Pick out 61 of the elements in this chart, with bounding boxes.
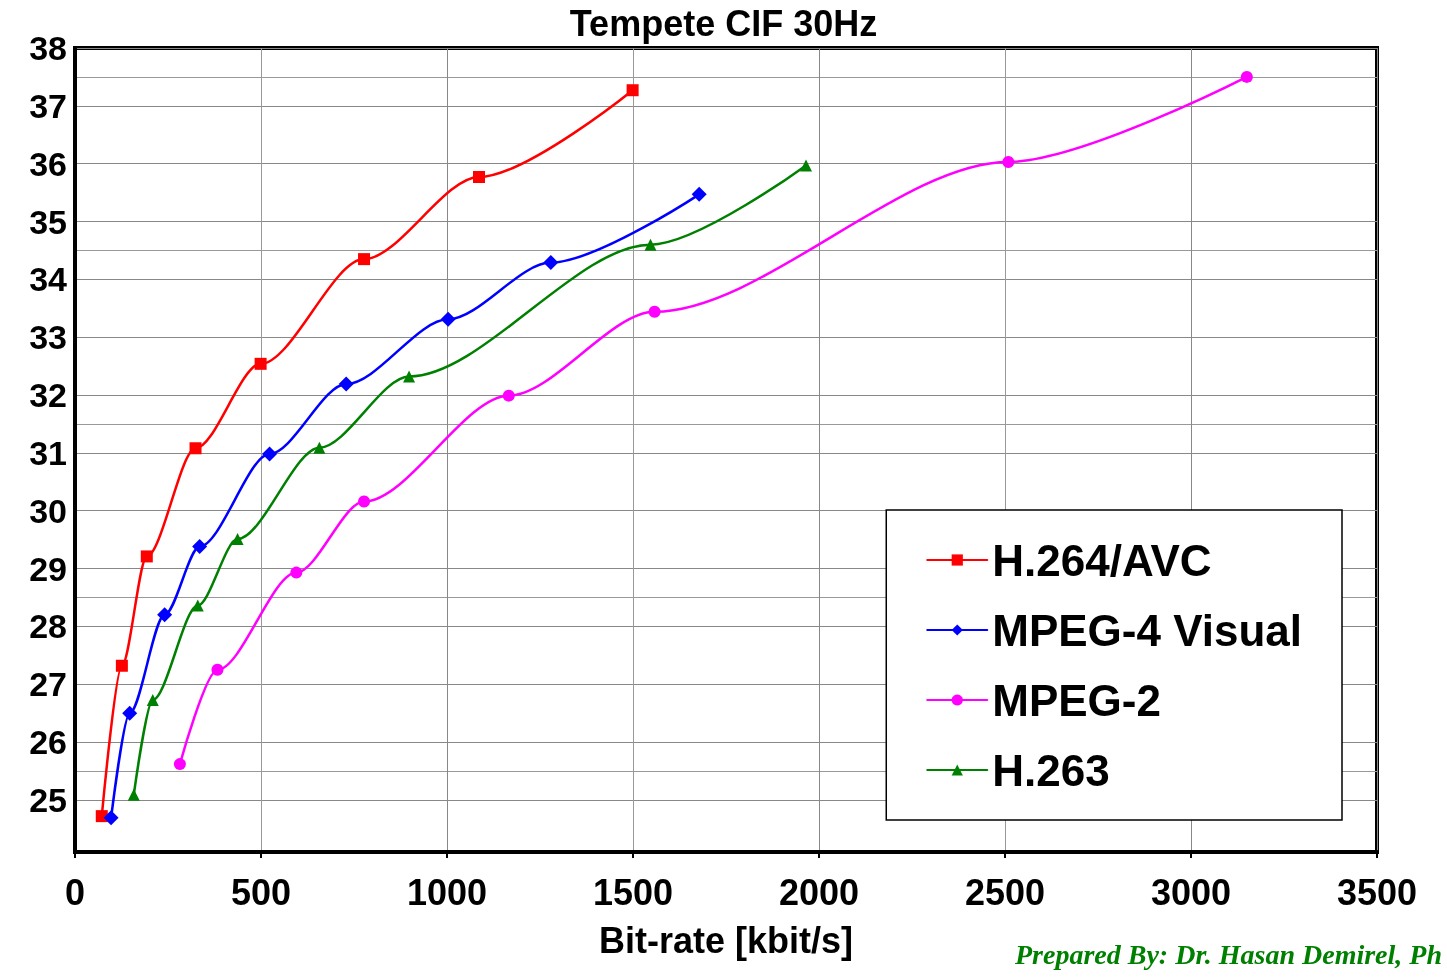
point (140, 550, 153, 563)
y-tick-label: 37 (29, 86, 67, 125)
point (403, 370, 416, 383)
point (440, 311, 456, 327)
x-tick-label: 1000 (406, 871, 488, 913)
point (644, 238, 657, 251)
point (122, 705, 138, 721)
point (626, 84, 639, 97)
point (1002, 155, 1015, 168)
point (115, 659, 128, 672)
y-tick-label: 25 (29, 780, 67, 819)
legend-label: MPEG-2 (992, 675, 1161, 725)
point (211, 663, 224, 676)
y-tick-label: 35 (29, 202, 67, 241)
x-axis-title: Bit-rate [kbit/s] (598, 919, 854, 961)
point (502, 389, 515, 402)
x-tick-label: 1500 (592, 871, 674, 913)
x-tick-label: 3000 (1150, 871, 1232, 913)
y-tick-label: 27 (29, 665, 67, 704)
point (231, 533, 244, 546)
point (189, 442, 202, 455)
point (192, 539, 208, 555)
y-tick-label: 31 (29, 433, 67, 472)
x-tick-label: 500 (230, 871, 292, 913)
point (157, 607, 173, 623)
point (358, 495, 371, 508)
x-tick-label: 2000 (778, 871, 860, 913)
point (799, 159, 812, 172)
legend-label: H.264/AVC (992, 535, 1212, 585)
y-tick-label: 33 (29, 318, 67, 357)
point (543, 255, 559, 271)
y-tick-label: 26 (29, 723, 67, 762)
y-tick-label: 36 (29, 144, 67, 183)
point (146, 693, 159, 706)
text: Prepared By: Dr. Hasan Demirel, Ph (1014, 938, 1443, 970)
point (173, 758, 186, 771)
legend-label: MPEG-4 Visual (992, 605, 1303, 655)
point (358, 253, 371, 266)
point (262, 446, 278, 462)
x-tick-label: 0 (64, 871, 86, 913)
x-tick-label: 3500 (1336, 871, 1418, 913)
legend-label: H.263 (992, 745, 1110, 795)
y-tick-label: 30 (29, 491, 67, 530)
point (290, 566, 303, 579)
point (254, 357, 267, 370)
y-tick-label: 38 (29, 29, 67, 67)
y-tick-label: 28 (29, 607, 67, 646)
point (338, 376, 354, 392)
point (313, 441, 326, 454)
y-tick-label: 34 (29, 260, 68, 299)
point (191, 599, 204, 612)
chart-title: Tempete CIF 30Hz (569, 2, 878, 44)
x-tick-label: 2500 (964, 871, 1046, 913)
point (1240, 70, 1253, 83)
y-tick-label: 29 (29, 549, 67, 588)
point (648, 305, 661, 318)
point (472, 170, 485, 183)
point (691, 186, 707, 202)
y-tick-label: 32 (29, 376, 67, 415)
point (103, 810, 119, 826)
point (127, 788, 140, 801)
